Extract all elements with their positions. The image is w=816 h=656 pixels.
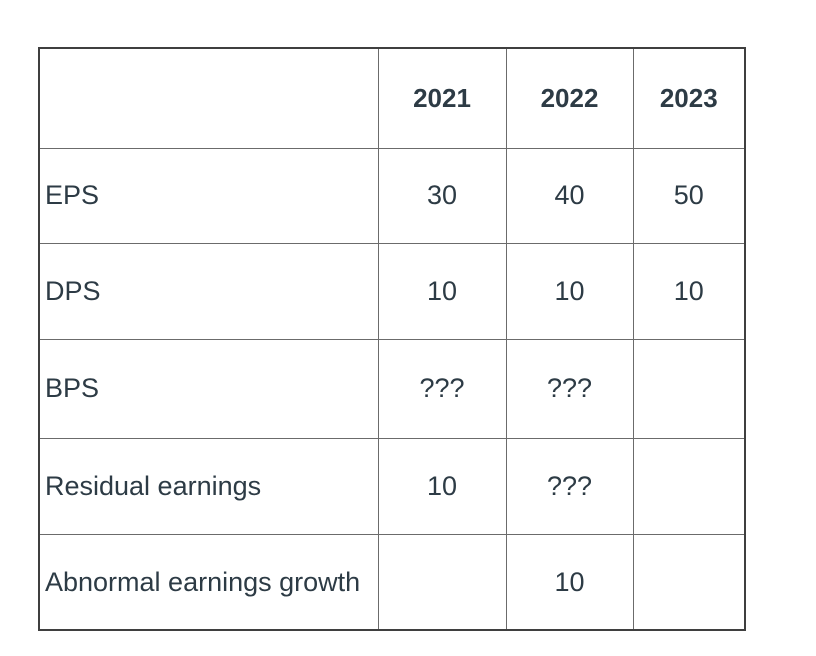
column-header-2021: 2021 [377, 47, 507, 149]
table-row-bps: BPS ??? ??? [38, 338, 746, 439]
table-row-dps: DPS 10 10 10 [38, 242, 746, 340]
cell-residual-2021: 10 [377, 437, 507, 535]
cell-abnormal-2022: 10 [505, 533, 634, 631]
cell-residual-2023 [632, 437, 746, 535]
row-label-abnormal-earnings-growth: Abnormal earnings growth [38, 533, 379, 631]
row-label-eps: EPS [38, 147, 379, 244]
header-cell-empty [38, 47, 379, 149]
cell-eps-2022: 40 [505, 147, 634, 244]
cell-bps-2021: ??? [377, 338, 507, 439]
table-row-residual-earnings: Residual earnings 10 ??? [38, 437, 746, 535]
cell-bps-2023 [632, 338, 746, 439]
cell-abnormal-2023 [632, 533, 746, 631]
cell-residual-2022: ??? [505, 437, 634, 535]
cell-dps-2023: 10 [632, 242, 746, 340]
cell-eps-2023: 50 [632, 147, 746, 244]
financial-table-container: 2021 2022 2023 EPS 30 40 50 DPS 10 10 10… [38, 47, 746, 631]
table-row-eps: EPS 30 40 50 [38, 147, 746, 244]
financial-table: 2021 2022 2023 EPS 30 40 50 DPS 10 10 10… [38, 47, 746, 631]
cell-bps-2022: ??? [505, 338, 634, 439]
cell-abnormal-2021 [377, 533, 507, 631]
column-header-2023: 2023 [632, 47, 746, 149]
cell-dps-2021: 10 [377, 242, 507, 340]
row-label-bps: BPS [38, 338, 379, 439]
cell-eps-2021: 30 [377, 147, 507, 244]
cell-dps-2022: 10 [505, 242, 634, 340]
column-header-2022: 2022 [505, 47, 634, 149]
row-label-dps: DPS [38, 242, 379, 340]
table-row-abnormal-earnings-growth: Abnormal earnings growth 10 [38, 533, 746, 631]
table-header-row: 2021 2022 2023 [38, 47, 746, 149]
row-label-residual-earnings: Residual earnings [38, 437, 379, 535]
